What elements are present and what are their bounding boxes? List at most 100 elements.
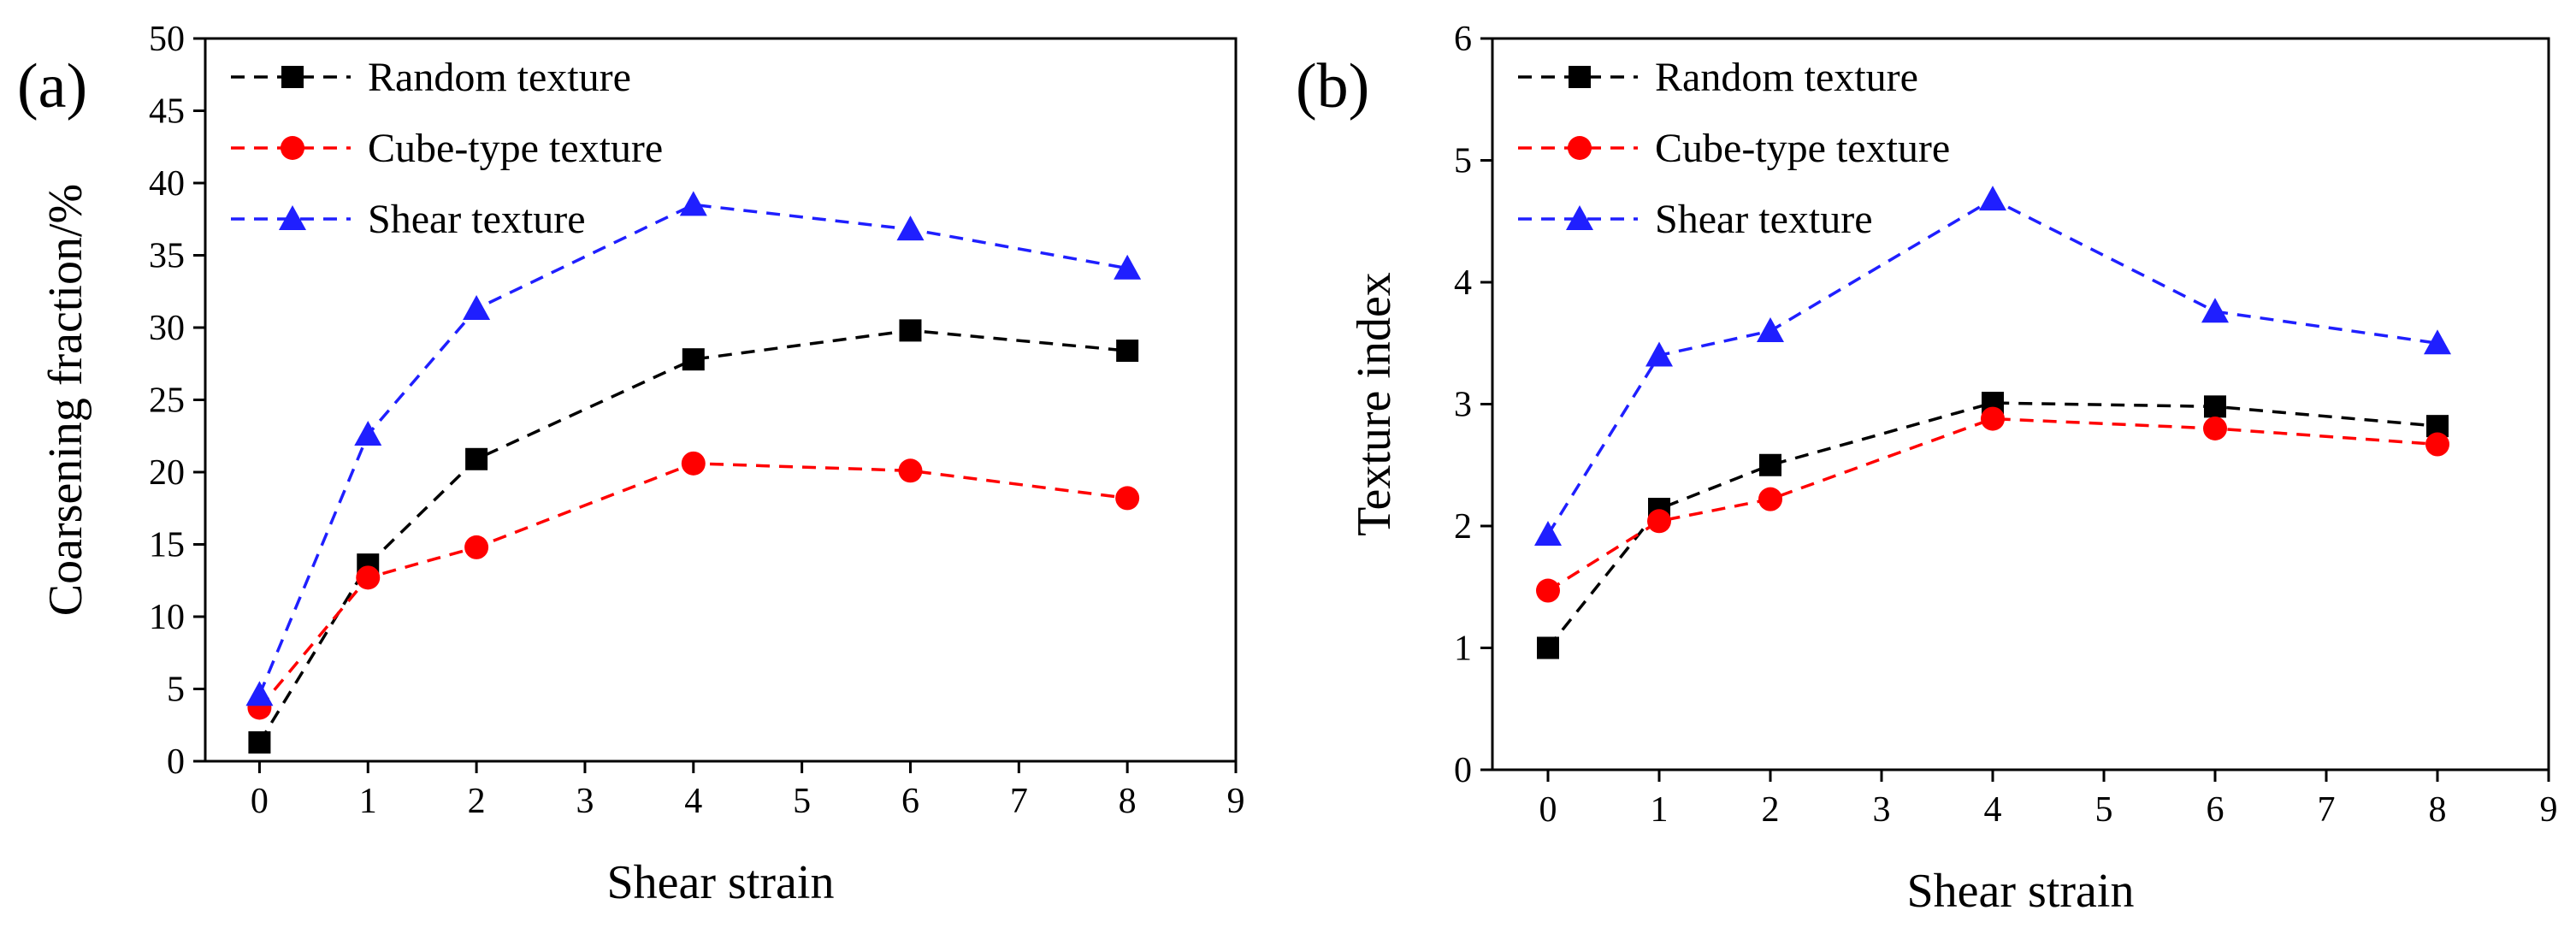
series-random-texture [1537, 392, 2449, 659]
x-axis-title: Shear strain [607, 856, 835, 909]
x-tick-label: 6 [2207, 790, 2224, 830]
series-line [257, 203, 1128, 695]
x-tick-label: 3 [576, 782, 594, 821]
y-tick-label: 0 [1454, 751, 1472, 790]
x-tick-label: 4 [684, 782, 702, 821]
data-point [2424, 329, 2451, 355]
data-point [1979, 186, 2006, 211]
series-line [258, 462, 1128, 709]
x-tick-label: 5 [2095, 790, 2113, 830]
data-point [898, 458, 923, 483]
x-tick-label: 0 [251, 782, 269, 821]
x-tick-label: 0 [1539, 790, 1557, 830]
data-point [682, 348, 705, 371]
panel-label: (b) [1296, 51, 1369, 121]
legend: Random texture Cube-type texture Shear tex… [1518, 55, 1950, 242]
x-tick-label: 4 [1984, 790, 2002, 830]
legend-label: Random texture [1655, 55, 1918, 100]
plot-frame [204, 37, 1238, 763]
x-tick-label: 1 [359, 782, 377, 821]
series-shear-texture [245, 191, 1142, 706]
panel-label: (a) [17, 51, 87, 121]
x-tick-label: 8 [2429, 790, 2447, 830]
series-line [1546, 198, 2438, 535]
data-point [354, 421, 382, 446]
y-tick-label: 3 [1454, 386, 1472, 425]
data-point [1536, 578, 1560, 603]
legend: Random texture Cube-type texture Shear tex… [231, 55, 663, 242]
y-tick-label: 30 [149, 309, 185, 348]
data-point [1115, 486, 1140, 511]
data-point [2425, 432, 2449, 457]
y-tick-label: 50 [149, 20, 185, 59]
data-point [465, 447, 488, 470]
legend-marker [281, 136, 304, 160]
data-point [681, 451, 706, 476]
legend-label: Random texture [368, 55, 631, 100]
data-point [356, 565, 381, 590]
legend-marker [281, 66, 304, 88]
data-point [899, 319, 922, 342]
data-point [1757, 317, 1784, 342]
x-tick-label: 6 [901, 782, 919, 821]
y-tick-label: 25 [149, 381, 185, 421]
y-tick-label: 0 [167, 742, 185, 782]
y-tick-label: 1 [1454, 630, 1472, 669]
y-tick-label: 5 [167, 671, 185, 710]
legend-label: Cube-type texture [368, 126, 663, 171]
x-tick-label: 5 [793, 782, 811, 821]
data-point [2203, 417, 2227, 440]
y-tick-label: 4 [1454, 263, 1472, 303]
data-point [1645, 341, 1673, 367]
data-point [1981, 406, 2005, 431]
y-axis-title: Coarsening fraction/% [39, 184, 92, 616]
y-tick-label: 20 [149, 453, 185, 493]
x-tick-label: 2 [468, 782, 486, 821]
y-tick-label: 45 [149, 92, 185, 132]
series-cube-type-texture [1536, 406, 2449, 603]
y-axis-title: Texture index [1348, 272, 1401, 536]
data-point [1759, 453, 1781, 476]
x-tick-label: 1 [1651, 790, 1669, 830]
x-tick-label: 9 [2540, 790, 2558, 830]
legend-label: Cube-type texture [1655, 126, 1950, 171]
y-tick-label: 15 [149, 526, 185, 565]
x-tick-label: 7 [2318, 790, 2336, 830]
y-tick-label: 6 [1454, 20, 1472, 59]
y-tick-label: 35 [149, 237, 185, 276]
x-tick-label: 9 [1227, 782, 1245, 821]
legend-marker [1569, 66, 1591, 88]
data-point [248, 731, 271, 754]
series-cube-type-texture [247, 451, 1140, 720]
data-point [1647, 509, 1671, 534]
series-line [257, 328, 1128, 743]
series-line [1547, 417, 2438, 593]
y-tick-label: 10 [149, 598, 185, 637]
series-shear-texture [1534, 186, 2451, 546]
legend-marker [1568, 136, 1592, 160]
data-point [463, 295, 491, 321]
data-point [2204, 395, 2226, 418]
series-random-texture [248, 319, 1139, 754]
legend-label: Shear texture [1655, 197, 1873, 242]
data-point [2201, 298, 2229, 323]
chart-panel-2: 0 1 2 3 4 5 6 7 8 9 0 1 2 3 4 5 6 Shear strain Texture ind… [1296, 20, 2558, 918]
legend-marker [279, 205, 306, 230]
data-point [1114, 254, 1142, 280]
legend-marker [1566, 205, 1593, 230]
series-line [1546, 401, 2438, 649]
x-tick-label: 7 [1010, 782, 1028, 821]
x-tick-label: 3 [1873, 790, 1891, 830]
data-point [245, 681, 274, 706]
data-point [1758, 487, 1782, 511]
data-point [679, 191, 707, 216]
y-tick-label: 2 [1454, 507, 1472, 547]
data-point [464, 535, 489, 559]
y-tick-label: 40 [149, 164, 185, 204]
y-tick-label: 5 [1454, 142, 1472, 181]
legend-label: Shear texture [368, 197, 586, 242]
x-axis-title: Shear strain [1907, 865, 2135, 918]
data-point [1534, 520, 1562, 546]
